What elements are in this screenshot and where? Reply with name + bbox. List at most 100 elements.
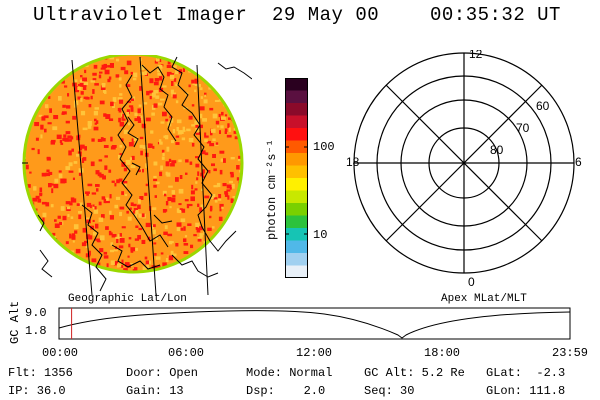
- speckle: [91, 192, 97, 195]
- speckle: [119, 211, 122, 217]
- speckle: [207, 75, 213, 78]
- speckle: [94, 83, 99, 86]
- speckle: [232, 80, 237, 84]
- speckle: [57, 262, 62, 265]
- speckle: [108, 169, 112, 173]
- altitude-axis-label: GC Alt: [8, 300, 22, 344]
- speckle: [149, 260, 152, 265]
- altitude-xtick-0000: 00:00: [42, 346, 79, 360]
- speckle: [103, 145, 109, 148]
- speckle: [101, 196, 106, 200]
- speckle: [37, 79, 42, 84]
- speckle: [52, 79, 56, 84]
- speckle: [164, 135, 169, 140]
- speckle: [108, 232, 113, 236]
- speckle: [130, 71, 133, 75]
- speckle: [172, 94, 177, 99]
- speckle: [119, 93, 123, 96]
- speckle: [63, 62, 69, 67]
- speckle: [228, 127, 231, 132]
- speckle: [23, 214, 29, 218]
- speckle: [41, 201, 47, 205]
- speckle: [166, 64, 172, 68]
- speckle: [84, 146, 87, 151]
- speckle: [129, 157, 132, 161]
- colorbar-band: [285, 253, 308, 266]
- speckle: [242, 225, 243, 230]
- speckle: [226, 189, 231, 192]
- speckle: [199, 226, 203, 231]
- speckle: [154, 253, 157, 256]
- speckle: [109, 194, 112, 199]
- speckle: [144, 256, 148, 260]
- speckle: [218, 113, 221, 118]
- speckle: [43, 115, 49, 119]
- speckle: [71, 235, 76, 240]
- speckle: [32, 90, 38, 94]
- speckle: [138, 115, 143, 121]
- speckle: [234, 235, 238, 239]
- info-dsp: Dsp: 2.0: [246, 384, 326, 398]
- speckle: [25, 118, 29, 121]
- speckle: [80, 91, 84, 95]
- speckle: [92, 204, 95, 207]
- speckle: [104, 69, 110, 75]
- speckle: [41, 80, 46, 84]
- speckle: [64, 137, 69, 142]
- speckle: [140, 168, 144, 173]
- speckle: [31, 76, 35, 81]
- speckle: [219, 87, 223, 91]
- speckle: [135, 210, 139, 215]
- speckle: [199, 113, 203, 119]
- speckle: [105, 226, 109, 230]
- speckle: [237, 157, 241, 162]
- speckle: [115, 74, 120, 78]
- speckle: [227, 72, 232, 77]
- speckle: [65, 265, 69, 270]
- speckle: [240, 104, 243, 108]
- speckle: [65, 131, 71, 135]
- speckle: [229, 180, 233, 184]
- speckle: [66, 206, 71, 210]
- speckle: [115, 236, 120, 239]
- speckle: [165, 258, 169, 262]
- speckle: [23, 210, 29, 216]
- info-gain: Gain: 13: [126, 384, 184, 398]
- speckle: [40, 124, 44, 130]
- speckle: [220, 250, 225, 255]
- speckle: [199, 106, 205, 111]
- speckle: [116, 263, 122, 268]
- altitude-plot: [58, 307, 571, 340]
- speckle: [140, 150, 143, 156]
- speckle: [146, 90, 150, 96]
- speckle: [23, 77, 28, 82]
- speckle: [33, 240, 38, 245]
- speckle: [164, 225, 168, 230]
- speckle: [64, 262, 68, 266]
- speckle: [196, 177, 199, 181]
- speckle: [179, 208, 183, 211]
- polar-mlt-plot: 12 0 18 6 60 70 80: [346, 50, 582, 289]
- speckle: [240, 56, 243, 60]
- speckle: [71, 259, 74, 262]
- speckle: [125, 159, 131, 165]
- speckle: [39, 84, 44, 88]
- speckle: [204, 152, 209, 156]
- geo-grid-lines: [22, 56, 209, 295]
- speckle: [73, 79, 78, 83]
- speckle: [145, 117, 151, 122]
- speckle: [214, 199, 218, 203]
- speckle: [58, 173, 63, 179]
- speckle: [113, 249, 118, 252]
- speckle: [231, 173, 234, 178]
- speckle: [30, 245, 33, 249]
- speckle: [211, 163, 215, 167]
- speckle: [25, 81, 31, 86]
- polar-label-0: 0: [468, 275, 475, 289]
- speckle: [24, 234, 30, 238]
- speckle: [119, 238, 125, 243]
- speckle: [65, 241, 69, 245]
- speckle: [44, 104, 49, 109]
- speckle: [45, 172, 51, 177]
- speckle: [60, 142, 64, 145]
